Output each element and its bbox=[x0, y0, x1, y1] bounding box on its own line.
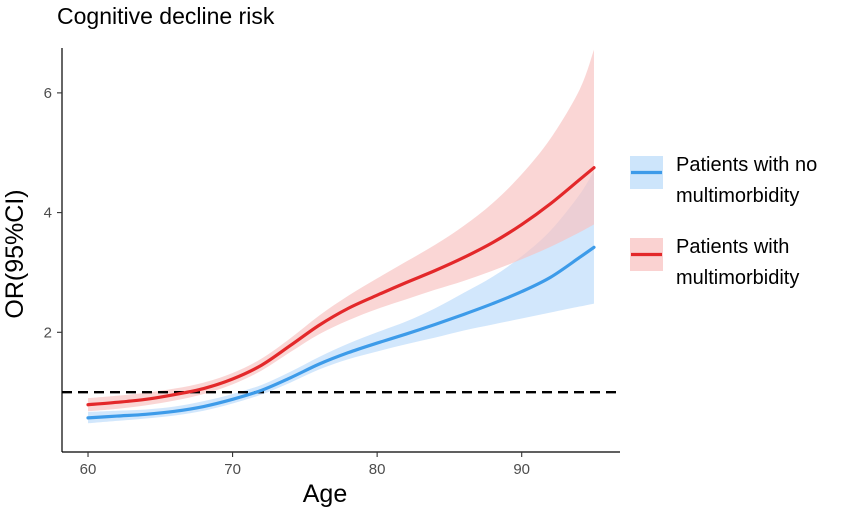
legend-label: Patients with no bbox=[676, 154, 817, 176]
ci-band-patients-with-no-multimorbidity bbox=[88, 170, 594, 424]
y-tick-label: 2 bbox=[44, 324, 52, 341]
y-axis-ticks: 2 4 6 bbox=[44, 85, 62, 341]
series-line-patients-with-no-multimorbidity bbox=[86, 245, 596, 420]
legend-item-patients-with-multimorbidity: Patients with multimorbidity bbox=[630, 236, 799, 289]
confidence-bands bbox=[88, 49, 594, 424]
plot-area bbox=[62, 49, 620, 424]
x-tick-label: 90 bbox=[513, 461, 530, 478]
y-tick-label: 4 bbox=[44, 205, 52, 222]
legend-label: multimorbidity bbox=[676, 267, 799, 289]
x-axis-title: Age bbox=[303, 480, 347, 508]
y-axis-title: OR(95%CI) bbox=[1, 189, 29, 318]
series-line-patients-with-multimorbidity bbox=[86, 166, 596, 407]
y-tick-label: 6 bbox=[44, 85, 52, 102]
x-axis-ticks: 60 70 80 90 bbox=[80, 452, 530, 478]
axes: 60 70 80 90 2 4 6 bbox=[44, 48, 620, 478]
chart-title: Cognitive decline risk bbox=[57, 3, 275, 29]
legend-label: Patients with bbox=[676, 236, 789, 258]
legend-label: multimorbidity bbox=[676, 185, 799, 207]
x-tick-label: 60 bbox=[80, 461, 97, 478]
series-lines bbox=[86, 166, 596, 420]
x-tick-label: 70 bbox=[224, 461, 241, 478]
x-tick-label: 80 bbox=[369, 461, 386, 478]
ci-band-patients-with-multimorbidity bbox=[88, 49, 594, 412]
legend-item-patients-with-no-multimorbidity: Patients with no multimorbidity bbox=[630, 154, 817, 207]
